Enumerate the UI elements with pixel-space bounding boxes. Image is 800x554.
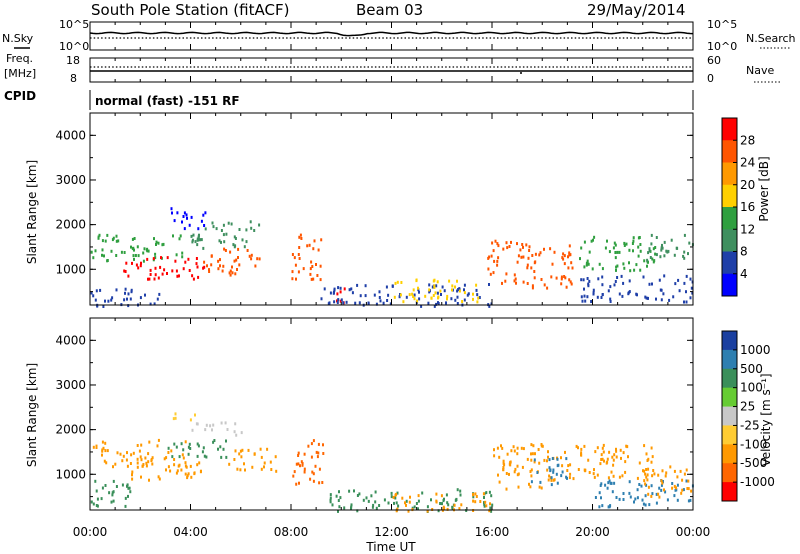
velocity-colorbar-tick: 100 (740, 381, 763, 395)
noise-right-tick-bottom: 10^0 (707, 40, 737, 53)
station-title: South Pole Station (fitACF) (91, 1, 289, 19)
freq-unit-label: [MHz] (4, 67, 36, 80)
velocity-ylabel: Slant Range [km] (25, 363, 39, 467)
power-colorbar-tick: 12 (740, 222, 755, 236)
y-tick-label: 1000 (55, 467, 86, 481)
time-tick-label: 04:00 (173, 525, 208, 539)
noise-left-tick-top: 10^5 (59, 18, 89, 31)
noise-right-tick-top: 10^5 (707, 18, 737, 31)
freq-label: Freq. (6, 52, 33, 65)
velocity-colorbar-label: Velocity [m s⁻¹] (759, 373, 773, 466)
y-tick-label: 2000 (55, 218, 86, 232)
power-colorbar-label: Power [dB] (757, 156, 771, 221)
time-axis: 00:00 04:00 08:00 12:00 16:00 20:00 00:00 (73, 525, 711, 539)
power-ylabel: Slant Range [km] (25, 160, 39, 264)
y-tick-label: 3000 (55, 173, 86, 187)
velocity-panel: 4000 3000 2000 1000 Slant Range [km] 1000 50… (25, 317, 775, 513)
cpid-value: normal (fast) -151 RF (95, 94, 240, 108)
power-colorbar-tick: 8 (740, 245, 748, 259)
cpid-label: CPID (4, 89, 36, 103)
nave-label: Nave (746, 64, 774, 77)
freq-tick-top: 18 (66, 54, 80, 67)
y-tick-label: 2000 (55, 423, 86, 437)
time-tick-label: 00:00 (676, 525, 711, 539)
noise-left-tick-bottom: 10^0 (59, 40, 89, 53)
velocity-colorbar-tick: 1000 (740, 343, 771, 357)
time-tick-label: 16:00 (475, 525, 510, 539)
velocity-colorbar-tick: -25 (740, 418, 760, 432)
time-tick-label: 20:00 (575, 525, 610, 539)
nave-tick-bottom: 0 (707, 72, 714, 85)
time-tick-label: 12:00 (374, 525, 409, 539)
time-tick-label: 00:00 (73, 525, 108, 539)
noise-search-label: N.Search (746, 32, 796, 45)
y-tick-label: 3000 (55, 378, 86, 392)
y-tick-label: 4000 (55, 128, 86, 142)
velocity-colorbar: 1000 500 100 25 -25 -100 -500 -1000 (721, 330, 775, 502)
time-axis-label: Time UT (365, 540, 416, 554)
date-title: 29/May/2014 (587, 1, 685, 19)
noise-sky-label: N.Sky (2, 32, 34, 45)
velocity-colorbar-tick: -100 (740, 437, 767, 451)
power-colorbar-tick: 20 (740, 178, 755, 192)
cpid-panel: CPID normal (fast) -151 RF (4, 89, 694, 110)
freq-tick-bottom: 8 (70, 72, 77, 85)
power-colorbar-tick: 16 (740, 200, 755, 214)
velocity-colorbar-tick: -500 (740, 456, 767, 470)
time-tick-label: 08:00 (274, 525, 309, 539)
velocity-colorbar-tick: 25 (740, 400, 755, 414)
noise-panel: N.Sky 10^5 10^0 10^5 10^0 N.Search (2, 18, 796, 53)
power-colorbar-tick: 24 (740, 156, 755, 170)
velocity-colorbar-tick: -1000 (740, 475, 775, 489)
power-colorbar: 28 24 20 16 12 8 4 (721, 117, 755, 297)
y-tick-label: 1000 (55, 262, 86, 276)
power-colorbar-tick: 4 (740, 267, 748, 281)
power-colorbar-tick: 28 (740, 133, 755, 147)
y-tick-label: 4000 (55, 333, 86, 347)
velocity-colorbar-tick: 500 (740, 362, 763, 376)
nave-tick-top: 60 (707, 54, 721, 67)
beam-title: Beam 03 (356, 1, 423, 19)
